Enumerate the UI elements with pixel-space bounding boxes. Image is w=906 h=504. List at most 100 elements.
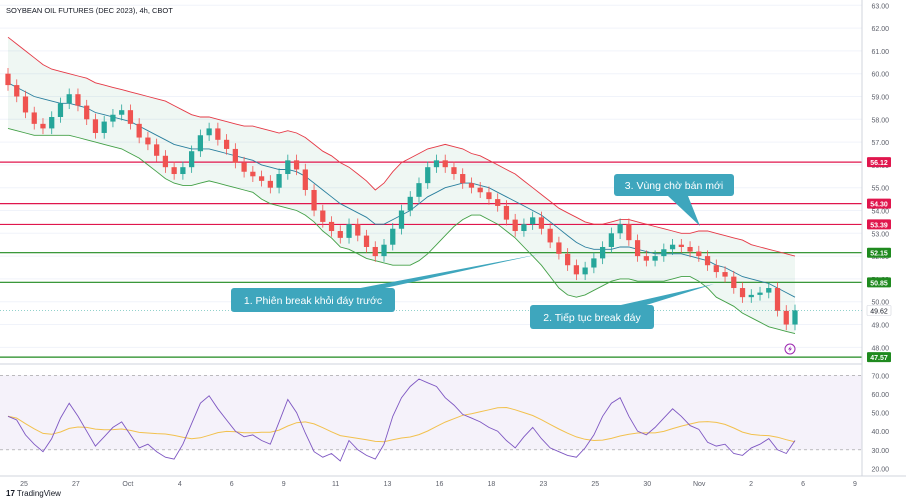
last-price-badge xyxy=(866,305,892,316)
candle-body xyxy=(599,246,606,259)
candle-body xyxy=(390,228,396,245)
candle-body xyxy=(127,110,134,124)
candle-body xyxy=(521,224,527,232)
candle-body xyxy=(643,256,649,261)
level-price-label: 54.30 xyxy=(870,202,888,209)
price-tick-label: 62.00 xyxy=(871,26,889,33)
candle-body xyxy=(285,160,291,175)
rsi-tick-label: 60.00 xyxy=(871,392,889,399)
candle-body xyxy=(678,244,684,247)
candle-body xyxy=(783,310,789,325)
price-tick-label: 50.00 xyxy=(871,300,889,307)
candle-body xyxy=(5,73,11,86)
candle-body xyxy=(381,244,387,257)
candle-body xyxy=(757,292,763,295)
price-tick-label: 57.00 xyxy=(871,140,889,147)
candle-body xyxy=(713,265,719,273)
candle-body xyxy=(250,171,256,177)
level-price-badge xyxy=(867,247,891,258)
annotations: 1. Phiên break khỏi đáy trước 2. Tiếp tục… xyxy=(231,174,734,329)
candle-body xyxy=(538,217,545,229)
candle-body xyxy=(320,210,326,222)
price-tick-label: 54.00 xyxy=(871,209,889,216)
callout-box xyxy=(614,174,734,196)
time-tick-label: 11 xyxy=(332,481,339,488)
level-price-label: 52.15 xyxy=(870,251,888,258)
candle-body xyxy=(180,167,186,175)
level-price-label: 53.39 xyxy=(870,222,888,229)
callout-label: 2. Tiếp tục break đáy xyxy=(543,312,641,324)
candle-body xyxy=(372,246,378,257)
candle-body xyxy=(661,249,667,257)
candle-body xyxy=(101,121,107,133)
candle-body xyxy=(355,224,361,236)
tradingview-logo[interactable]: 17 TradingView xyxy=(6,489,61,498)
candle-body xyxy=(792,310,798,325)
level-price-badge xyxy=(867,157,891,168)
time-tick-label: 30 xyxy=(643,481,651,488)
candle-body xyxy=(75,94,81,106)
candle-body xyxy=(696,251,702,257)
rsi-tick-label: 20.00 xyxy=(871,466,889,473)
candle-body xyxy=(337,231,343,238)
time-axis: 25 27 Oct 4 6 9 11 13 16 18 23 25 30 Nov 2 6 9 xyxy=(20,481,857,488)
time-tick-label: 23 xyxy=(539,481,547,488)
candle-body xyxy=(442,160,448,168)
callout-pointer xyxy=(350,254,540,290)
candle-body xyxy=(425,167,431,184)
level-price-badge xyxy=(867,352,891,363)
callout-box xyxy=(530,305,654,329)
candle-body xyxy=(398,210,405,229)
level-price-badge xyxy=(867,219,891,230)
time-tick-label: Nov xyxy=(693,481,706,488)
candle-body xyxy=(582,267,588,275)
callout-pointer xyxy=(668,196,700,226)
candle-body xyxy=(416,183,422,197)
candle-body xyxy=(704,256,711,266)
candle-body xyxy=(669,244,676,250)
level-price-label: 56.12 xyxy=(870,160,888,167)
candle-body xyxy=(433,160,440,168)
rsi-tick-label: 50.00 xyxy=(871,411,889,418)
candle-body xyxy=(766,288,772,293)
candle-body xyxy=(171,167,177,175)
bollinger-band-fill xyxy=(8,37,795,334)
candle-body xyxy=(739,288,746,298)
candle-body xyxy=(530,217,536,225)
candle-body xyxy=(154,144,160,156)
rsi-tick-label: 70.00 xyxy=(871,373,889,380)
time-tick-label: 27 xyxy=(72,481,80,488)
candle-body xyxy=(346,224,352,238)
rsi-tick-label: 40.00 xyxy=(871,429,889,436)
candle-body xyxy=(110,114,116,122)
candle-body xyxy=(477,187,483,193)
candle-body xyxy=(468,183,475,188)
alert-icon[interactable] xyxy=(784,343,796,355)
candle-body xyxy=(40,123,46,129)
rsi-line xyxy=(7,378,796,462)
price-tick-label: 55.00 xyxy=(871,186,889,193)
candle-body xyxy=(92,119,99,133)
price-tick-label: 58.00 xyxy=(871,117,889,124)
candle-body xyxy=(486,192,492,200)
candle-body xyxy=(136,123,142,138)
candle-body xyxy=(608,233,614,247)
rsi-ma-line xyxy=(7,406,796,443)
time-tick-label: 25 xyxy=(591,481,599,488)
callout-box xyxy=(231,288,395,312)
last-price-label: 49.62 xyxy=(870,308,888,315)
bollinger-lower-line xyxy=(7,127,796,335)
callout-label: 3. Vùng chờ bán mới xyxy=(625,180,723,192)
candle-body xyxy=(66,94,72,104)
price-tick-label: 48.00 xyxy=(871,345,889,352)
candle-body xyxy=(774,288,781,311)
level-price-label: 50.85 xyxy=(870,280,888,287)
price-tick-label: 49.00 xyxy=(871,323,889,330)
candle-body xyxy=(119,110,125,115)
candle-body xyxy=(223,139,230,149)
candle-body xyxy=(652,256,658,261)
time-tick-label: 4 xyxy=(178,481,182,488)
candle-body xyxy=(293,160,300,170)
candle-body xyxy=(547,228,553,243)
